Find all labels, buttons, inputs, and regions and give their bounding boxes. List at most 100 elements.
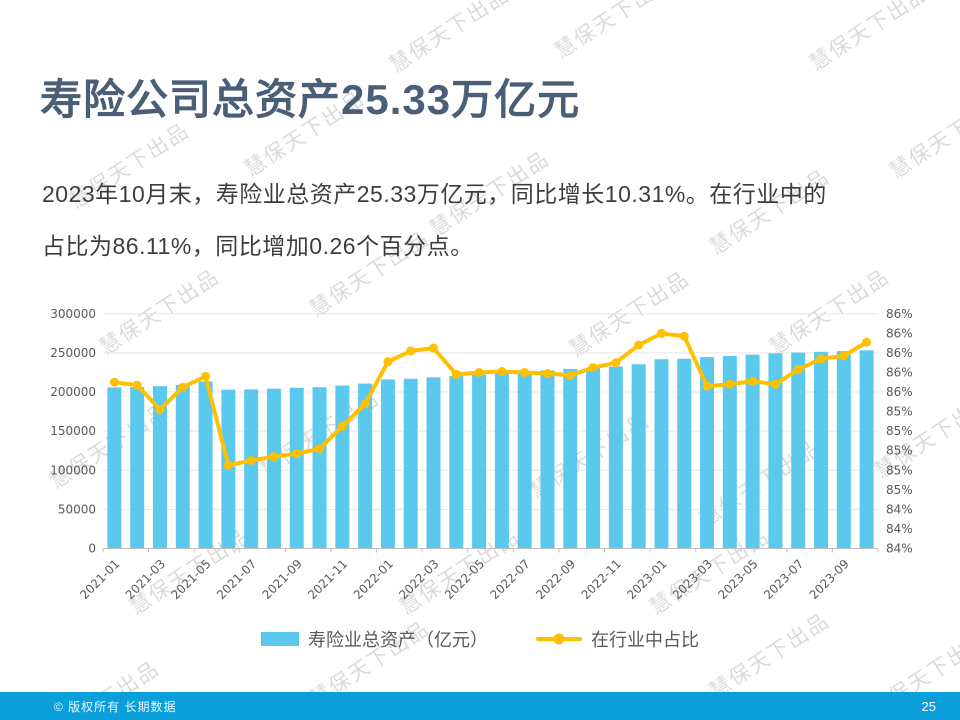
bar (107, 387, 122, 549)
line-marker (429, 343, 439, 353)
x-axis-label: 2021-01 (77, 557, 122, 602)
bar (722, 356, 737, 549)
y-axis-label-right: 85% (886, 444, 913, 458)
x-axis-label: 2021-07 (214, 557, 259, 602)
y-axis-label-right: 85% (886, 483, 913, 497)
x-axis-label: 2023-03 (670, 557, 715, 602)
line-marker (223, 460, 233, 470)
y-axis-label-right: 86% (886, 365, 913, 379)
line-marker (520, 367, 530, 377)
line-marker (634, 340, 644, 350)
y-axis-label-left: 250000 (50, 346, 96, 360)
y-axis-label-right: 85% (886, 405, 913, 419)
y-axis-label-right: 85% (886, 463, 913, 477)
bar (654, 359, 669, 549)
line-marker (155, 405, 165, 415)
line-marker (497, 366, 507, 376)
bar (586, 367, 601, 549)
bar (859, 350, 874, 549)
bar (380, 379, 395, 549)
x-axis-label: 2022-01 (351, 557, 396, 602)
line-marker (679, 331, 689, 341)
bar (244, 389, 259, 549)
line-marker (246, 455, 256, 465)
x-axis-label: 2021-09 (260, 557, 305, 602)
y-axis-label-left: 150000 (50, 424, 96, 438)
legend-label-share: 在行业中占比 (591, 630, 699, 650)
line-marker (269, 452, 279, 462)
page-title: 寿险公司总资产25.33万亿元 (40, 76, 581, 123)
bar (403, 378, 418, 549)
y-axis-label-right: 84% (886, 502, 913, 516)
bar (608, 366, 623, 549)
line-marker (816, 354, 826, 364)
body-line-2: 占比为86.11%，同比增加0.26个百分点。 (42, 233, 474, 259)
line-marker (770, 379, 780, 389)
page-number: 25 (921, 698, 936, 714)
bar (494, 373, 509, 549)
y-axis-label-right: 84% (886, 522, 913, 536)
bar (358, 383, 373, 549)
trend-line (112, 331, 869, 468)
x-axis-label: 2022-09 (533, 557, 578, 602)
y-axis-label-left: 0 (88, 542, 96, 556)
copyright-text: © 版权所有 长期数据 (54, 699, 177, 714)
x-axis-label: 2021-03 (123, 557, 168, 602)
y-axis-label-left: 300000 (50, 307, 96, 321)
y-axis-label-right: 86% (886, 307, 913, 321)
y-axis-label-right: 85% (886, 424, 913, 438)
bar (745, 354, 760, 549)
y-axis-label-right: 86% (886, 326, 913, 340)
line-series-swatch (536, 633, 582, 645)
x-axis-label: 2022-07 (487, 557, 532, 602)
watermark-text: 慧保天下出品 (805, 0, 934, 76)
bar (289, 387, 304, 549)
y-axis-label-left: 50000 (58, 502, 96, 516)
line-marker (725, 379, 735, 389)
line-marker (862, 337, 872, 347)
line-marker-dot (553, 633, 565, 645)
combo-chart: 300000 250000 200000 150000 100000 50000 0 86% 8… (0, 270, 960, 655)
line-marker (565, 370, 575, 380)
y-axis-label-right: 86% (886, 385, 913, 399)
y-axis-label-right: 86% (886, 346, 913, 360)
y-axis-label-left: 200000 (50, 385, 96, 399)
x-axis-label: 2021-11 (305, 557, 350, 602)
line-marker (360, 399, 370, 409)
line-marker (839, 351, 849, 361)
line-marker (201, 371, 211, 381)
chart-legend: 寿险业总资产（亿元） 在行业中占比 (0, 626, 960, 652)
line-marker (474, 367, 484, 377)
bar (449, 375, 464, 549)
line-marker (337, 421, 347, 431)
legend-item-share: 在行业中占比 (536, 626, 699, 652)
bar (836, 351, 851, 549)
bar (677, 358, 692, 549)
bar (563, 368, 578, 549)
body-paragraph: 2023年10月末，寿险业总资产25.33万亿元，同比增长10.31%。在行业中… (42, 168, 932, 272)
bar (631, 364, 646, 549)
x-axis-label: 2023-01 (624, 557, 669, 602)
y-axis-label-left: 100000 (50, 463, 96, 477)
watermark-text: 慧保天下出品 (550, 0, 679, 64)
line-marker (315, 444, 325, 454)
bar (517, 371, 532, 549)
line-marker (132, 380, 142, 390)
bar (198, 381, 213, 549)
legend-item-assets: 寿险业总资产（亿元） (261, 626, 488, 652)
chart-canvas: 300000 250000 200000 150000 100000 50000 0 86% 8… (50, 307, 913, 602)
line-marker (588, 363, 598, 373)
y-axis-label-right: 84% (886, 542, 913, 556)
line-marker (702, 381, 712, 391)
bar (700, 357, 715, 549)
line-marker (748, 376, 758, 386)
line-marker (109, 377, 119, 387)
x-axis-label: 2023-07 (761, 557, 806, 602)
legend-label-assets: 寿险业总资产（亿元） (308, 630, 488, 650)
bar-series-swatch (261, 632, 299, 646)
x-axis-label: 2023-09 (807, 557, 852, 602)
bar (312, 387, 327, 549)
bar (814, 351, 829, 549)
footer-bar: © 版权所有 长期数据 25 (0, 692, 960, 720)
bar (426, 377, 441, 549)
